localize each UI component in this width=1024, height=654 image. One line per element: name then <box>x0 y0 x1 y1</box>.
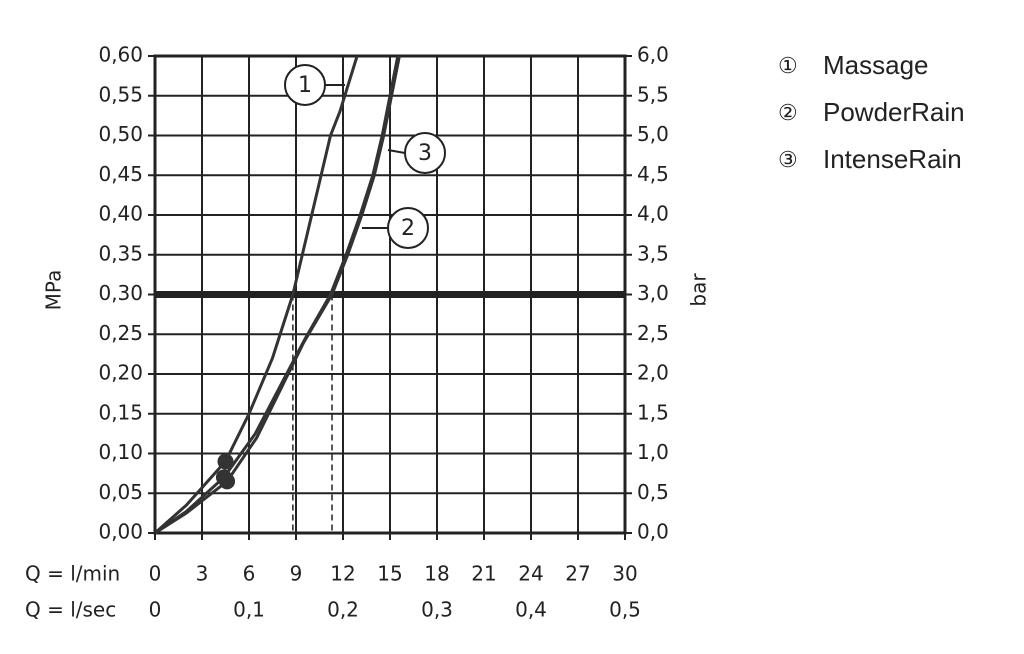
legend-label: PowderRain <box>823 97 965 127</box>
y2-tick-label: 2,0 <box>637 361 669 385</box>
y2-tick-label: 3,5 <box>637 241 669 265</box>
y-tick-label: 0,00 <box>98 520 143 544</box>
callout-label: 1 <box>298 73 312 98</box>
y-tick-label: 0,10 <box>98 440 143 464</box>
callout-label: 3 <box>418 141 432 166</box>
x-tick-label: 12 <box>330 562 355 586</box>
x-tick-label: 3 <box>196 562 209 586</box>
start-point <box>217 453 234 470</box>
callout-circle <box>387 207 429 249</box>
x-tick-label: 6 <box>243 562 256 586</box>
y-tick-label: 0,35 <box>98 241 143 265</box>
y-tick-label: 0,15 <box>98 400 143 424</box>
x-tick-label: 27 <box>565 562 590 586</box>
y2-tick-label: 4,0 <box>637 202 669 226</box>
x-tick-label: 24 <box>518 562 543 586</box>
x2-tick-label: 0 <box>149 598 162 622</box>
y-axis-label: MPa <box>42 270 66 311</box>
start-point <box>215 469 232 486</box>
y2-tick-label: 3,0 <box>637 281 669 305</box>
y2-tick-label: 5,5 <box>637 82 669 106</box>
y2-tick-label: 1,5 <box>637 400 669 424</box>
y-tick-label: 0,60 <box>98 43 143 67</box>
legend-label: IntenseRain <box>823 144 962 174</box>
x-tick-label: 21 <box>471 562 496 586</box>
series-line <box>154 55 400 535</box>
callout-label: 2 <box>401 216 415 241</box>
y2-tick-label: 5,0 <box>637 122 669 146</box>
y2-tick-label: 0,0 <box>637 520 669 544</box>
x2-tick-label: 0,4 <box>515 598 547 622</box>
x-tick-label: 9 <box>290 562 303 586</box>
x2-tick-label: 0,2 <box>327 598 359 622</box>
x2-tick-label: 0,1 <box>233 598 265 622</box>
legend-marker: ① <box>778 53 798 78</box>
legend-marker: ③ <box>778 147 798 172</box>
y-tick-label: 0,25 <box>98 321 143 345</box>
x-axis-label: Q = l/min <box>25 562 120 586</box>
y-tick-label: 0,40 <box>98 202 143 226</box>
y-tick-label: 0,20 <box>98 361 143 385</box>
y-tick-label: 0,55 <box>98 82 143 106</box>
legend-label: Massage <box>823 50 929 80</box>
y2-tick-label: 1,0 <box>637 440 669 464</box>
y-tick-label: 0,50 <box>98 122 143 146</box>
x-tick-label: 15 <box>377 562 402 586</box>
callout-leader <box>387 149 406 154</box>
x-tick-label: 18 <box>424 562 449 586</box>
y2-tick-label: 4,5 <box>637 162 669 186</box>
x2-tick-label: 0,5 <box>609 598 641 622</box>
callout-circle <box>284 64 326 106</box>
callout-circle <box>404 132 446 174</box>
y2-tick-label: 0,5 <box>637 480 669 504</box>
y-tick-label: 0,05 <box>98 480 143 504</box>
y2-axis-label: bar <box>687 273 711 307</box>
x2-tick-label: 0,3 <box>421 598 453 622</box>
y-tick-label: 0,45 <box>98 162 143 186</box>
x2-axis-label: Q = l/sec <box>25 598 116 622</box>
y2-tick-label: 2,5 <box>637 321 669 345</box>
series-line <box>154 55 359 535</box>
y2-tick-label: 6,0 <box>637 43 669 67</box>
legend-marker: ② <box>778 100 798 125</box>
y-tick-label: 0,30 <box>98 281 143 305</box>
x-tick-label: 30 <box>612 562 637 586</box>
x-tick-label: 0 <box>149 562 162 586</box>
